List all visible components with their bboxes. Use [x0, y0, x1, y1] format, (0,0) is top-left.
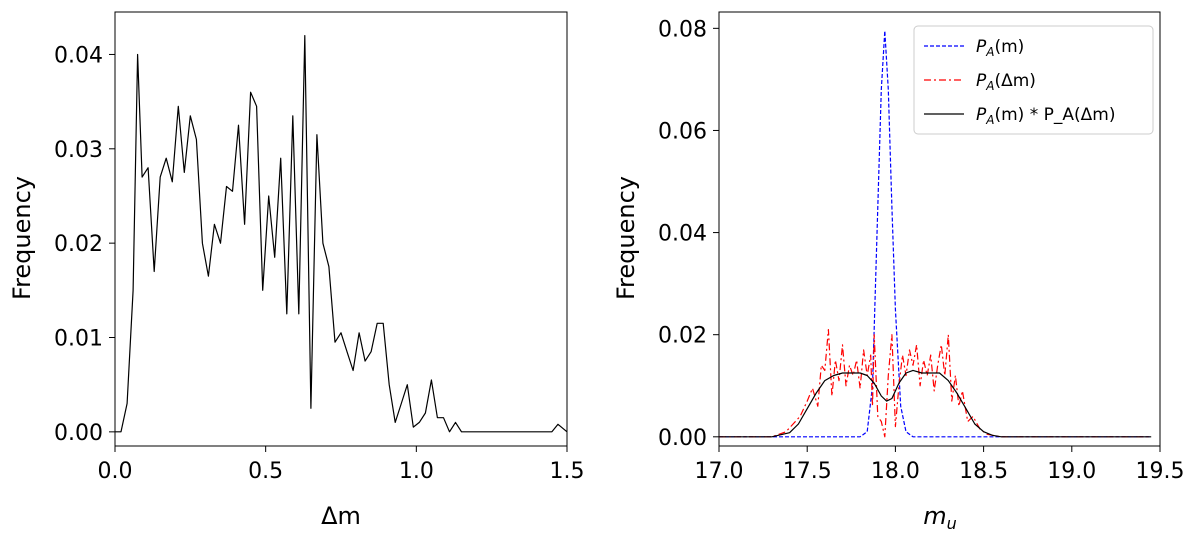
right-ticks: 17.0 17.5 18.0 18.5 19.0 19.5 0.00 0.02 0.04 0.06…	[658, 17, 1184, 484]
left-x-tick-label: 1.5	[550, 459, 585, 484]
right-y-axis-label: Frequency	[612, 176, 640, 300]
right-x-tick-label: 17.0	[695, 459, 744, 484]
left-y-axis-label: Frequency	[8, 176, 36, 300]
right-x-axis-label: mu	[923, 502, 957, 533]
right-y-tick-label: 0.04	[658, 222, 707, 247]
left-y-tick-label: 0.00	[54, 421, 103, 446]
right-y-tick-label: 0.00	[658, 426, 707, 451]
legend-label-1: PA(Δm)	[976, 71, 1036, 93]
left-x-axis-label: Δm	[321, 502, 361, 530]
right-plot-frame	[718, 11, 1161, 447]
left-ticks: 0.0 0.5 1.0 1.5 0.00 0.01 0.02 0.03 0.04	[54, 43, 584, 484]
right-plot-panel: 17.0 17.5 18.0 18.5 19.0 19.5 0.00 0.02 0.04 0.06…	[612, 11, 1184, 533]
right-y-tick-label: 0.06	[658, 119, 707, 144]
right-x-axis-label-subscript: u	[947, 514, 957, 533]
left-plot-panel: 0.0 0.5 1.0 1.5 0.00 0.01 0.02 0.03 0.04 Δm Freq…	[8, 11, 585, 530]
left-x-axis-label-text: Δm	[321, 502, 361, 530]
legend-label-2: PA(m) * P_A(Δm)	[976, 105, 1115, 127]
legend-entries: PA(m) PA(Δm) PA(m) * P_A(Δm)	[924, 37, 1115, 127]
right-y-tick-label: 0.02	[658, 324, 707, 349]
right-series-line-2	[719, 369, 1152, 438]
left-data-lines	[115, 34, 568, 433]
left-x-tick-label: 0.0	[98, 459, 133, 484]
right-series-line-1	[719, 329, 1152, 438]
left-y-tick-label: 0.02	[54, 232, 103, 257]
right-x-tick-label: 19.0	[1047, 459, 1096, 484]
left-x-tick-label: 1.0	[399, 459, 434, 484]
legend: PA(m) PA(Δm) PA(m) * P_A(Δm)	[913, 25, 1154, 135]
legend-label-0: PA(m)	[976, 37, 1024, 59]
left-x-tick-label: 0.5	[248, 459, 283, 484]
right-x-tick-label: 18.5	[959, 459, 1008, 484]
left-y-tick-label: 0.03	[54, 138, 103, 163]
left-plot-frame	[114, 11, 568, 447]
right-y-tick-label: 0.08	[658, 17, 707, 42]
left-y-tick-label: 0.04	[54, 43, 103, 68]
right-x-tick-label: 18.0	[871, 459, 920, 484]
right-data-lines	[719, 30, 1152, 438]
legend-box	[913, 25, 1154, 135]
left-series-line-0	[115, 34, 568, 433]
right-x-tick-label: 19.5	[1136, 459, 1185, 484]
right-series-line-0	[719, 30, 1152, 438]
left-y-tick-label: 0.01	[54, 327, 103, 352]
right-x-tick-label: 17.5	[783, 459, 832, 484]
